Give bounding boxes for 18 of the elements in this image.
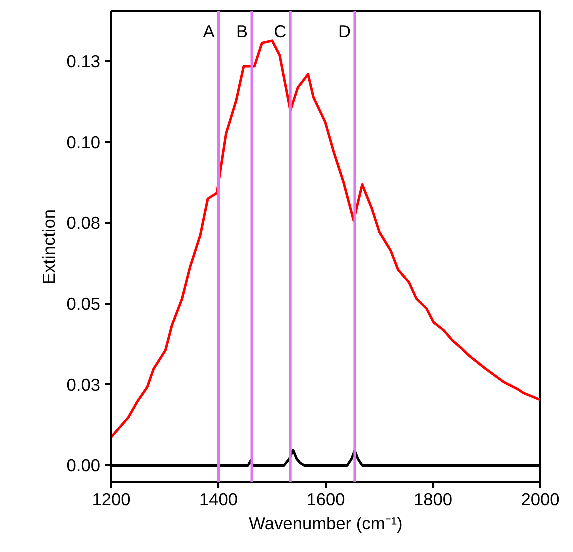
x-tick-label: 1200	[92, 490, 131, 510]
ref-line-label: A	[203, 22, 216, 42]
y-tick-label: 0.05	[66, 294, 101, 314]
x-tick-label: 2000	[521, 490, 560, 510]
line-series	[112, 40, 540, 438]
y-tick-label: 0.00	[66, 456, 101, 476]
ref-line-label: D	[338, 22, 351, 42]
y-tick-label: 0.08	[66, 213, 101, 234]
x-axis-title: Wavenumber (cm⁻¹)	[249, 514, 403, 534]
y-axis-title: Extinction	[38, 209, 59, 285]
y-tick-label: 0.13	[66, 52, 101, 72]
y-tick-label: 0.03	[66, 374, 101, 395]
x-tick-label: 1400	[199, 490, 238, 510]
ref-line-label: B	[236, 22, 248, 42]
x-tick-label: 1800	[414, 490, 453, 510]
ref-line-label: C	[274, 22, 287, 42]
x-tick-label: 1600	[306, 490, 346, 510]
y-tick-label: 0.10	[66, 132, 101, 152]
